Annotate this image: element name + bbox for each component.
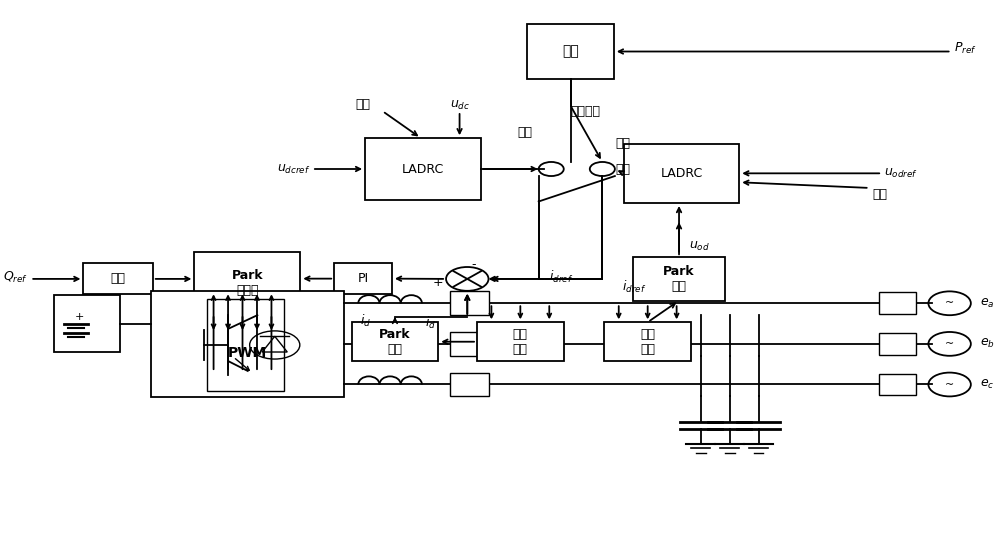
Text: $e_a$: $e_a$: [980, 296, 995, 310]
Bar: [604, 322, 691, 361]
Text: $Q_{ref}$: $Q_{ref}$: [3, 270, 28, 285]
Text: $i_d$: $i_d$: [425, 315, 436, 331]
Text: 电压
采样: 电压 采样: [640, 328, 655, 356]
Text: $u_{dcref}$: $u_{dcref}$: [277, 162, 310, 176]
Text: 模型: 模型: [872, 189, 887, 201]
Bar: [527, 25, 614, 79]
Text: 充电: 充电: [517, 126, 532, 139]
Text: Park
变换: Park 变换: [379, 328, 411, 356]
Bar: [879, 293, 916, 314]
Bar: [450, 332, 489, 356]
Bar: [194, 252, 300, 314]
Text: Park
変換: Park 変換: [663, 265, 695, 293]
Text: $i_d$: $i_d$: [360, 312, 371, 329]
Bar: [83, 263, 153, 294]
Bar: [207, 299, 284, 391]
Text: $u_{dc}$: $u_{dc}$: [450, 99, 470, 112]
Text: 模型: 模型: [356, 98, 371, 111]
Text: 电流
采样: 电流 采样: [513, 328, 528, 356]
Bar: [450, 292, 489, 315]
Text: +: +: [75, 312, 84, 322]
Text: $e_b$: $e_b$: [980, 337, 995, 351]
Bar: [54, 295, 120, 352]
Text: $P_{ref}$: $P_{ref}$: [954, 41, 977, 56]
Bar: [151, 292, 344, 397]
Text: $u_{odref}$: $u_{odref}$: [884, 167, 918, 180]
Bar: [624, 143, 739, 203]
Bar: [879, 374, 916, 395]
Text: 并网放电: 并网放电: [570, 104, 600, 118]
Text: LADRC: LADRC: [402, 163, 444, 176]
Text: Park
逆变换: Park 逆变换: [232, 269, 263, 297]
Text: $i_{dref}$: $i_{dref}$: [622, 278, 646, 294]
Text: LADRC: LADRC: [660, 167, 703, 180]
Bar: [450, 373, 489, 397]
Text: ~: ~: [945, 339, 954, 349]
Text: ~: ~: [945, 380, 954, 389]
Text: 变换: 变换: [111, 272, 126, 285]
Bar: [334, 263, 392, 294]
Bar: [477, 322, 564, 361]
Bar: [352, 322, 438, 361]
Text: 孤网: 孤网: [616, 137, 631, 150]
Bar: [879, 333, 916, 354]
Text: 变换: 变换: [562, 44, 579, 59]
Bar: [633, 257, 725, 300]
Text: $i_{dref}$: $i_{dref}$: [549, 269, 573, 285]
Text: ~: ~: [945, 298, 954, 309]
Text: -: -: [471, 258, 476, 271]
Text: PWM: PWM: [228, 346, 267, 359]
Text: $u_{od}$: $u_{od}$: [689, 240, 710, 253]
Text: PI: PI: [358, 272, 369, 285]
Text: $e_c$: $e_c$: [980, 378, 995, 391]
Bar: [365, 138, 481, 200]
Bar: [194, 333, 300, 372]
Text: +: +: [433, 276, 444, 289]
Text: 放电: 放电: [616, 162, 631, 176]
